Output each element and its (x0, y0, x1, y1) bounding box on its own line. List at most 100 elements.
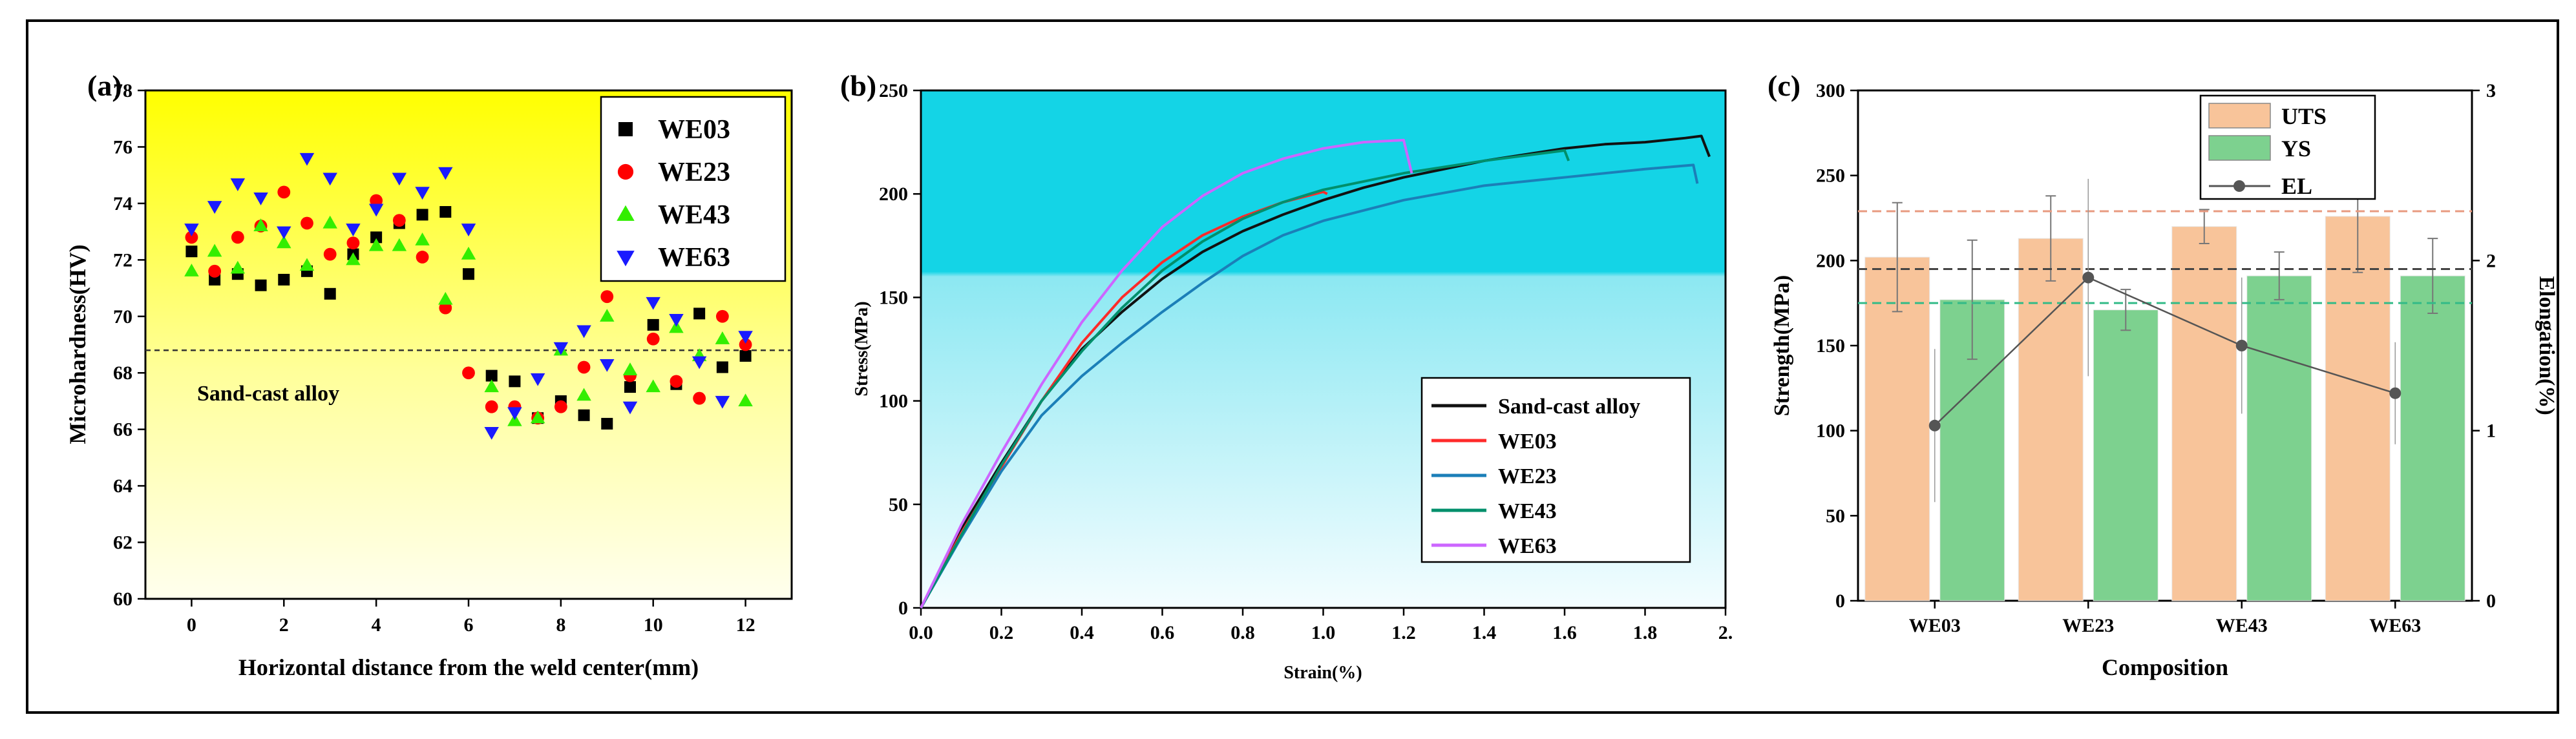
panel-a-point-we63 (461, 224, 476, 236)
panel-a-point-we03 (439, 206, 452, 218)
panel-c-bar-ys (2400, 275, 2465, 601)
panel-a-legend-label: WE23 (658, 158, 730, 187)
panel-b-xtick-label: 1.8 (1633, 622, 1658, 643)
panel-a-legend-marker-we23 (617, 163, 634, 180)
panel-a-xtick-label: 2 (279, 614, 289, 636)
panel-c-ytick-label: 200 (1816, 250, 1845, 271)
panel-c-y2tick-label: 1 (2486, 421, 2496, 442)
panel-a-legend-label: WE03 (658, 115, 730, 145)
panel-c-legend: UTS YS EL (2199, 94, 2376, 200)
panel-a-ytick-label: 66 (113, 419, 132, 441)
panel-a-point-we03 (647, 318, 659, 331)
panel-c-y2label: Elongation(%) (2535, 276, 2559, 415)
panel-b-xtick-label: 0.8 (1230, 622, 1255, 643)
panel-a-xtick-label: 10 (644, 614, 663, 636)
panel-a-point-we63 (646, 297, 660, 310)
panel-b-ylabel: Stress(MPa) (852, 301, 872, 396)
panel-a-point-we63 (368, 203, 384, 217)
panel-a-point-we23 (646, 332, 660, 346)
panel-a-point-we03 (463, 268, 474, 280)
panel-a-point-we63 (346, 224, 361, 236)
panel-a-point-we43 (184, 264, 199, 276)
panel-c-legend-label: EL (2281, 173, 2312, 199)
panel-c-bar-ys (2246, 275, 2312, 601)
panel-a-ytick-label: 62 (113, 532, 132, 554)
panel-a-ytick-label: 60 (113, 588, 132, 610)
panel-a-ytick-label: 64 (113, 475, 132, 497)
panel-c-ylabel: Strength(MPa) (1770, 275, 1794, 416)
panel-b-ytick-label: 200 (879, 183, 908, 205)
panel-a-point-we43 (715, 331, 730, 344)
panel-b-legend-label: WE23 (1498, 464, 1557, 488)
panel-c-legend-swatch-uts (2208, 103, 2271, 129)
panel-c-bar-uts (2171, 226, 2237, 601)
panel-c-y2tick-label: 2 (2486, 250, 2496, 271)
panel-b-xtick-label: 0.2 (989, 622, 1014, 643)
panel-a-point-we63 (322, 172, 337, 186)
panel-b-xtick-label: 1.4 (1472, 622, 1497, 643)
panel-c-ytick-label: 150 (1816, 335, 1845, 357)
panel-c-ytick-label: 250 (1816, 165, 1845, 187)
panel-a-point-we23 (277, 185, 291, 199)
panel-b-ytick-label: 100 (879, 391, 908, 412)
panel-a-point-we23 (600, 290, 614, 304)
panel-a-legend-marker-we43 (617, 205, 635, 221)
panel-a-point-we43 (461, 246, 476, 260)
panel-c-category-label: WE63 (2369, 615, 2421, 636)
panel-a-point-we43 (368, 238, 384, 251)
panel-a-point-we03 (716, 361, 728, 373)
panel-c-bar-uts (2325, 216, 2391, 601)
panel-b-xtick-label: 1.6 (1552, 622, 1577, 643)
panel-b-label: (b) (840, 69, 876, 102)
panel-a-point-we03 (624, 381, 636, 393)
panel-c-bar-uts (1864, 256, 1930, 601)
panel-a-xtick-label: 4 (372, 614, 381, 636)
panel-b-series-line-we63 (920, 138, 1413, 609)
panel-c-ytick-label: 100 (1816, 421, 1845, 442)
panel-c-ytick-label: 300 (1816, 80, 1845, 101)
panel-a-point-we63 (253, 193, 268, 205)
panel-a-label: (a) (87, 69, 122, 102)
panel-a-point-we43 (392, 238, 407, 251)
panel-b-xtick-label: 1.0 (1311, 622, 1336, 643)
panel-a-point-we63 (738, 331, 753, 344)
panel-c-el-point (2235, 340, 2248, 351)
panel-a-legend-marker-we63 (617, 251, 635, 267)
panel-a-point-we63 (692, 356, 707, 370)
panel-a-ytick-label: 68 (113, 362, 132, 384)
panel-a-legend-label: WE43 (658, 200, 730, 230)
figure-frame (26, 19, 2559, 714)
panel-a-point-we43 (207, 244, 222, 257)
panel-b-ytick-label: 0 (898, 598, 908, 619)
panel-b-legend-label: Sand-cast alloy (1498, 395, 1640, 419)
panel-a-point-we43 (299, 258, 315, 271)
panel-a-point-we63 (277, 226, 291, 240)
panel-a-point-we43 (738, 393, 753, 407)
panel-c-el-point (2082, 271, 2095, 284)
panel-a-point-we03 (324, 287, 336, 300)
panel-c-bar-uts (2018, 238, 2084, 601)
panel-a-point-we43 (576, 388, 591, 401)
panel-a-point-we23 (485, 400, 498, 413)
panel-a-point-we23 (554, 400, 567, 413)
panel-a-ylabel: Microhardness(HV) (65, 244, 90, 444)
panel-b: (b) Strain(%) Stress(MPa) 0.0 0.2 0.4 0.6 0.… (840, 69, 1733, 683)
panel-a-point-we63 (230, 178, 246, 191)
panel-a-point-we23 (715, 309, 729, 323)
panel-a-point-we23 (693, 391, 706, 405)
panel-a-point-we43 (530, 410, 545, 424)
panel-a-point-we63 (530, 373, 545, 386)
panel-a-point-we03 (578, 409, 590, 421)
panel-a-legend-marker-we03 (618, 122, 633, 136)
panel-a-point-we03 (739, 349, 752, 362)
panel-a-point-we23 (416, 251, 429, 264)
panel-c-el-point (2389, 387, 2402, 399)
panel-a-point-we63 (715, 395, 730, 409)
panel-a-point-we43 (415, 233, 430, 245)
panel-a: (a) Horizontal distance from the weld ce… (65, 69, 793, 680)
panel-b-ytick-label: 250 (879, 80, 908, 101)
panel-a-point-we63 (415, 187, 430, 200)
panel-a-xtick-label: 12 (736, 614, 755, 636)
panel-b-xtick-label: 1.2 (1391, 622, 1416, 643)
panel-a-point-we03 (509, 375, 521, 388)
